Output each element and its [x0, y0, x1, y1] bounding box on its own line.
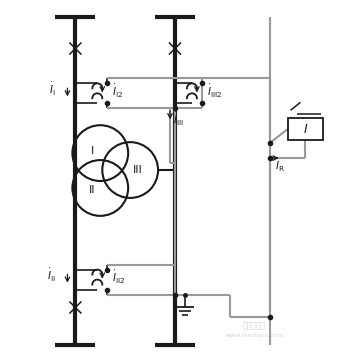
Text: II: II	[89, 185, 96, 195]
Text: $\dot{I}_{\rm R}$: $\dot{I}_{\rm R}$	[275, 156, 284, 174]
Text: I: I	[91, 146, 94, 156]
Text: $\dot{I}_{\rm I2}$: $\dot{I}_{\rm I2}$	[112, 83, 123, 100]
Text: $\dot{I}_{\rm II}$: $\dot{I}_{\rm II}$	[47, 267, 55, 284]
Text: $\dot{I}_{\rm I}$: $\dot{I}_{\rm I}$	[49, 81, 55, 98]
Text: III: III	[133, 165, 143, 175]
Text: 电子发烧友: 电子发烧友	[243, 321, 266, 330]
Text: $\dot{I}_{\rm III2}$: $\dot{I}_{\rm III2}$	[207, 83, 222, 100]
Text: www.elecfans.com: www.elecfans.com	[225, 333, 284, 338]
Text: $\dot{I}_{\rm III}$: $\dot{I}_{\rm III}$	[173, 111, 184, 128]
Text: $I$: $I$	[303, 123, 308, 136]
Bar	[288, 118, 323, 140]
Text: $\dot{I}_{\rm II2}$: $\dot{I}_{\rm II2}$	[112, 269, 126, 286]
